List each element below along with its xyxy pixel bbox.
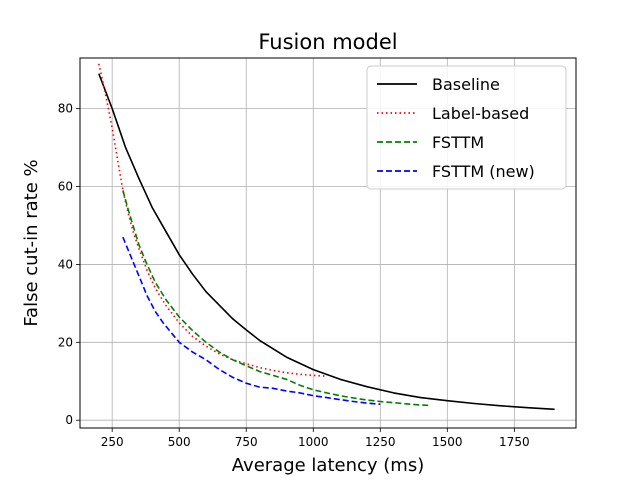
y-tick-label: 0 xyxy=(65,413,73,427)
y-tick-label: 80 xyxy=(58,102,73,116)
series-line-2 xyxy=(122,190,429,407)
legend-box xyxy=(366,65,567,190)
x-tick-label: 1250 xyxy=(365,435,396,449)
y-tick-label: 40 xyxy=(58,257,73,271)
y-axis-title: False cut-in rate % xyxy=(21,159,42,326)
y-tick-label: 20 xyxy=(58,335,73,349)
plot-frame xyxy=(79,57,577,429)
legend-label: FSTTM (new) xyxy=(432,162,535,181)
legend-label: Label-based xyxy=(432,104,529,123)
legend: Baseline Label-based FSTTM FSTTM (new) xyxy=(366,65,567,190)
y-tick-label: 60 xyxy=(58,180,73,194)
x-axis-title: Average latency (ms) xyxy=(232,455,424,476)
x-tick-label: 1000 xyxy=(298,435,329,449)
chart-title: Fusion model xyxy=(258,30,397,54)
axis-ticks: 250 500 750 1000 1250 1500 1750 0 20 40 60 80 xyxy=(58,102,530,449)
x-tick-label: 750 xyxy=(235,435,258,449)
series-line-1 xyxy=(98,63,327,377)
x-tick-label: 500 xyxy=(168,435,191,449)
series-line-0 xyxy=(98,73,555,411)
x-tick-label: 250 xyxy=(101,435,124,449)
series-line-3 xyxy=(122,236,381,405)
x-tick-label: 1500 xyxy=(432,435,463,449)
series-lines xyxy=(98,63,555,411)
legend-label: FSTTM xyxy=(432,133,484,152)
x-tick-label: 1750 xyxy=(499,435,530,449)
legend-label: Baseline xyxy=(432,75,500,94)
